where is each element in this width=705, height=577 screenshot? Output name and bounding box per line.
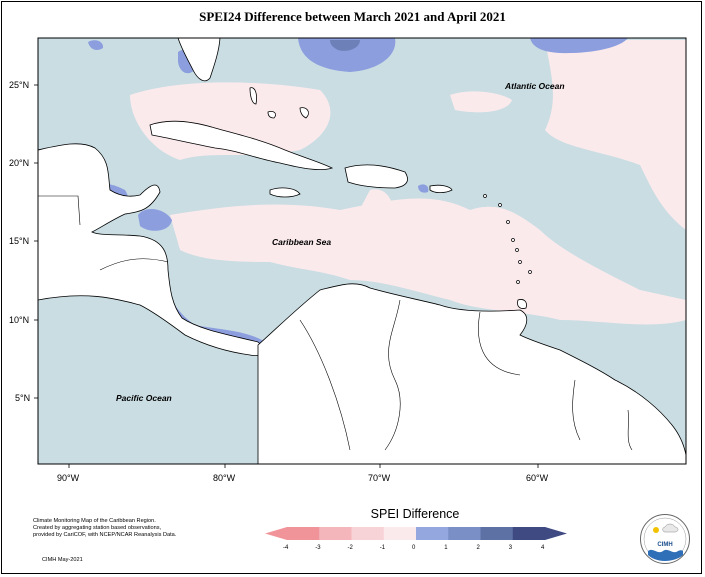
lat-label-15n: 15°N [9, 236, 30, 246]
colorbar-bin [480, 527, 514, 540]
mexico-central-america [38, 143, 264, 357]
atlantic-ocean-label: Atlantic Ocean [504, 81, 565, 91]
cloud-icon [662, 523, 679, 533]
map-border [37, 37, 687, 465]
colorbar-tick-label: 4 [541, 545, 545, 551]
wave-icon [648, 549, 683, 561]
hispaniola [344, 164, 408, 189]
bahamas-island [267, 111, 276, 119]
negative-difference-areas [130, 40, 686, 325]
colorbar-bin [416, 527, 449, 540]
colorbar-bin [319, 527, 352, 540]
footnote-line: Climate Monitoring Map of the Caribbean … [33, 518, 156, 524]
colorbar-low-arrow [265, 527, 287, 540]
lat-label-25n: 25°N [9, 80, 30, 90]
lat-label-10n: 10°N [9, 315, 30, 325]
south-america [257, 283, 686, 464]
pacific-ocean-label: Pacific Ocean [116, 393, 172, 403]
florida [177, 38, 221, 82]
lat-label-20n: 20°N [9, 158, 30, 168]
legend-title: SPEI Difference [370, 507, 460, 521]
country-borders [38, 195, 633, 451]
colorbar-tick-label: -1 [380, 545, 386, 551]
lon-label-60w: 60°W [526, 473, 549, 483]
colorbar-tick-label: 2 [477, 545, 481, 551]
lon-label-70w: 70°W [368, 473, 391, 483]
lon-label-80w: 80°W [213, 473, 236, 483]
footnote-line: Created by aggregating station based obs… [33, 525, 162, 531]
colorbar-tick-label: -2 [348, 545, 354, 551]
cimh-logo: CIMH [640, 514, 690, 564]
caribbean-sea-label: Caribbean Sea [272, 237, 331, 247]
colorbar-tick-label: 0 [412, 545, 416, 551]
logo-text: CIMH [657, 542, 672, 548]
colorbar-bin [383, 527, 417, 540]
colorbar-high-arrow [545, 527, 567, 540]
footnote-line: provided by CariCOF, with NCEP/NCAR Rean… [33, 532, 177, 538]
puerto-rico [429, 184, 453, 194]
colorbar-tick-label: 1 [444, 545, 448, 551]
strong-positive-areas [330, 40, 360, 51]
trinidad [517, 299, 527, 309]
colorbar-bin [351, 527, 385, 540]
colorbar-bin [287, 527, 320, 540]
lat-label-5n: 5°N [15, 393, 31, 403]
credit-text: CIMH May-2021 [42, 557, 83, 563]
cuba [149, 120, 334, 171]
lesser-antilles [483, 194, 532, 284]
bahamas-island [249, 87, 257, 105]
lon-label-90w: 90°W [57, 473, 80, 483]
colorbar-tick-label: 3 [509, 545, 513, 551]
sun-icon [653, 527, 659, 533]
colorbar-bin [448, 527, 481, 540]
colorbar-tick-label: -4 [283, 545, 289, 551]
footnote: Climate Monitoring Map of the Caribbean … [33, 518, 223, 539]
bahamas-island [299, 107, 309, 119]
colorbar-tick-label: -3 [315, 545, 321, 551]
colorbar-bin [512, 527, 546, 540]
axis-ticks [34, 84, 539, 468]
jamaica [269, 187, 301, 198]
map-title: SPEI24 Difference between March 2021 and… [199, 9, 506, 24]
land-masses [38, 38, 686, 464]
legend-colorbar: -4 -3 -2 -1 0 1 2 3 4 [265, 527, 567, 551]
